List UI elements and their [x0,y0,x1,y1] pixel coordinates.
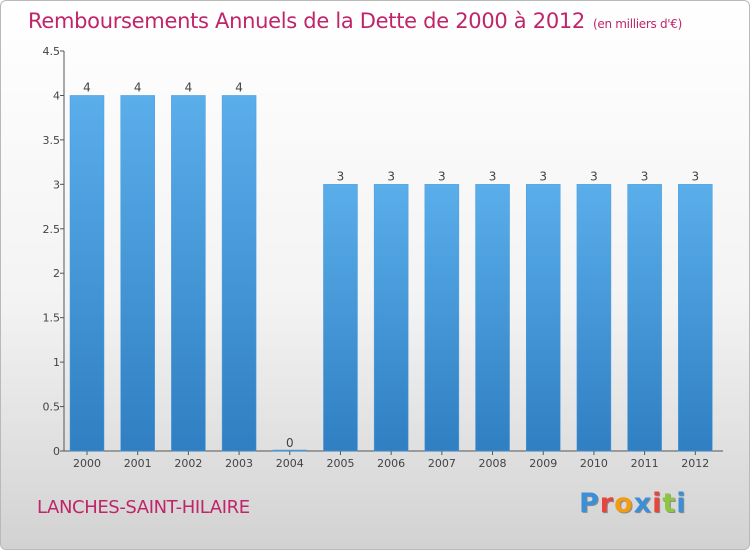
y-tick-label: 4.5 [43,45,61,58]
unit-label: (en milliers d'€) [593,17,683,31]
bar-value-label: 3 [387,169,395,183]
bar-value-label: 4 [185,80,193,94]
y-tick-label: 2.5 [43,223,61,236]
x-tick-label: 2003 [225,457,253,470]
x-tick-label: 2011 [631,457,659,470]
bar [475,184,510,452]
y-tick-label: 0.5 [43,401,61,414]
x-tick-label: 2000 [73,457,101,470]
bar [120,95,155,452]
x-tick-label: 2010 [580,457,608,470]
logo-letter: x [633,488,653,519]
x-tick-label: 2001 [124,457,152,470]
x-tick-label: 2007 [428,457,456,470]
y-tick-label: 0 [53,445,60,458]
bar-value-label: 3 [489,169,497,183]
bar [576,184,612,452]
y-tick-label: 4 [53,89,60,102]
x-tick-label: 2006 [377,457,405,470]
bar-value-label: 3 [590,169,598,183]
bar [627,184,662,452]
bar-value-label: 4 [83,80,91,94]
x-axis: 2000 2001 2002 2003 2004 2005 2006 2007 2008 2009… [64,450,723,470]
bar [424,184,460,452]
bar [221,95,257,452]
bar [69,95,105,452]
bar-value-label: 3 [691,169,699,183]
y-tick-label: 1.5 [43,312,61,325]
y-tick-label: 1 [53,356,60,369]
y-tick-label: 3 [53,178,60,191]
title-text: Remboursements Annuels de la Dette de 20… [28,9,585,33]
x-tick-label: 2002 [174,457,202,470]
y-tick-label: 2 [53,267,60,280]
bars: 4 4 4 4 0 3 3 3 3 3 3 3 3 [69,80,713,452]
bar [678,184,713,452]
logo-letter: r [599,488,615,519]
bar-value-label: 4 [134,80,142,94]
x-tick-label: 2008 [479,457,507,470]
bar-value-label: 0 [286,436,294,450]
bar-value-label: 4 [235,80,243,94]
bar [272,449,308,452]
logo-letter: P [579,488,600,519]
bar [323,184,358,452]
proxiti-logo: Proxiti [579,488,687,519]
x-tick-label: 2004 [276,457,304,470]
bar [525,184,561,452]
bar-value-label: 3 [641,169,649,183]
chart-title: Remboursements Annuels de la Dette de 20… [28,9,682,33]
bar-value-label: 3 [539,169,547,183]
bar [373,184,409,452]
y-axis: 0 0.5 1 1.5 2 2.5 3 3.5 4 4.5 [43,45,65,458]
logo-letter: t [662,488,677,519]
y-tick-label: 3.5 [43,134,61,147]
x-tick-label: 2005 [326,457,354,470]
logo-letter: o [614,488,634,519]
commune-name: LANCHES-SAINT-HILAIRE [37,497,250,518]
x-tick-label: 2012 [681,457,709,470]
logo-letter: i [676,488,687,519]
bar [171,95,206,452]
logo-letter: i [652,488,663,519]
bar-value-label: 3 [337,169,345,183]
x-tick-label: 2009 [529,457,557,470]
bar-value-label: 3 [438,169,446,183]
